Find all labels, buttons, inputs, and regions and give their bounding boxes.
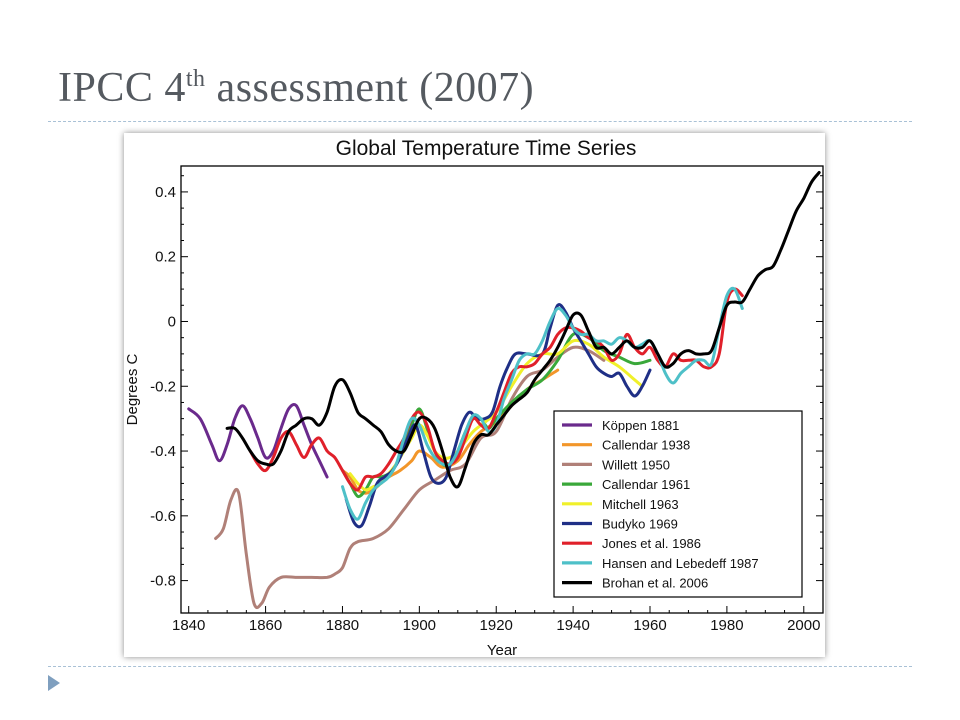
footer-divider (48, 666, 912, 667)
legend-label: Brohan et al. 2006 (602, 576, 708, 591)
series-line-0 (187, 403, 329, 479)
x-tick-label: 1980 (710, 617, 743, 634)
legend-label: Budyko 1969 (602, 517, 678, 532)
plot-area (180, 165, 824, 614)
x-axis: 1840 1860 1880 1900 1920 1940 1960 1980 2000 (172, 606, 820, 634)
y-tick-label: -0.4 (150, 443, 176, 460)
y-tick-label: -0.2 (150, 378, 176, 395)
slide-title-rest: assessment (2007) (205, 65, 535, 111)
chart-title: Global Temperature Time Series (336, 137, 637, 160)
y-axis-label: Degrees C (124, 353, 141, 425)
x-tick-label: 1880 (326, 617, 359, 634)
x-tick-label: 1840 (172, 617, 205, 634)
temperature-chart: Global Temperature Time Series 1840 1860 1… (124, 137, 824, 657)
x-tick-label: 1920 (480, 617, 513, 634)
series-line-7 (341, 286, 744, 521)
series-lines (187, 171, 821, 610)
x-tick-label: 1940 (556, 617, 589, 634)
title-divider (48, 121, 912, 122)
x-tick-label: 1860 (249, 617, 282, 634)
triangle-bullet-icon (48, 675, 60, 691)
series-line-8 (225, 171, 821, 489)
y-tick-label: -0.8 (150, 573, 176, 590)
y-tick-label: 0 (168, 313, 176, 330)
x-tick-label: 2000 (787, 617, 820, 634)
legend-label: Hansen and Lebedeff 1987 (602, 556, 759, 571)
legend-label: Willett 1950 (602, 457, 670, 472)
y-axis: 0.4 0.2 0 -0.2 -0.4 -0.6 -0.8 (150, 175, 823, 590)
x-tick-label: 1900 (403, 617, 436, 634)
legend-box (553, 410, 803, 598)
slide-title-main: IPCC 4 (58, 65, 186, 111)
legend-label: Callendar 1938 (602, 438, 690, 453)
slide-title-superscript: th (185, 66, 206, 92)
legend: Köppen 1881 Callendar 1938 Willett 1950 Cal… (553, 410, 803, 598)
legend-label: Callendar 1961 (602, 477, 690, 492)
legend-label: Mitchell 1963 (602, 497, 679, 512)
slide-title: IPCC 4th assessment (2007) (58, 64, 534, 112)
legend-label: Köppen 1881 (602, 418, 679, 433)
series-line-2 (214, 345, 606, 610)
y-tick-label: 0.2 (155, 249, 176, 266)
chart-frame: Global Temperature Time Series 1840 1860 1… (124, 133, 825, 657)
x-axis-label: Year (487, 642, 517, 657)
x-tick-label: 1960 (633, 617, 666, 634)
legend-label: Jones et al. 1986 (602, 536, 701, 551)
y-tick-label: -0.6 (150, 508, 176, 525)
y-tick-label: 0.4 (155, 184, 176, 201)
